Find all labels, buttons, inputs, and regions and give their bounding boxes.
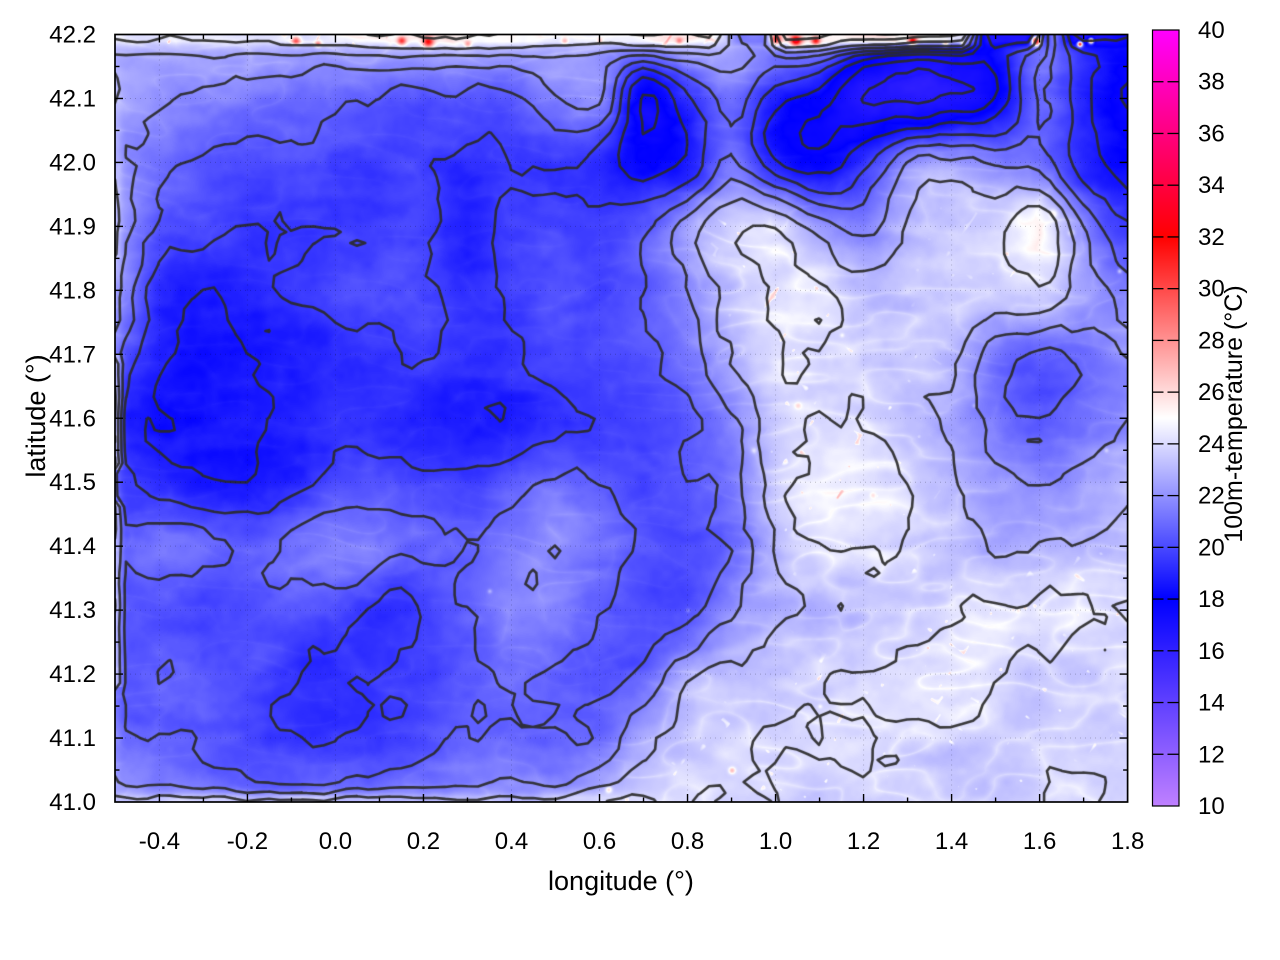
svg-text:34: 34 [1198, 172, 1225, 199]
svg-text:36: 36 [1198, 120, 1225, 147]
svg-text:latitude (°): latitude (°) [21, 354, 51, 477]
svg-text:12: 12 [1198, 741, 1225, 768]
svg-text:41.1: 41.1 [49, 725, 96, 752]
svg-text:20: 20 [1198, 534, 1225, 561]
svg-text:32: 32 [1198, 224, 1225, 251]
svg-text:10: 10 [1198, 793, 1225, 820]
svg-text:41.0: 41.0 [49, 789, 96, 816]
svg-text:24: 24 [1198, 431, 1225, 458]
svg-text:41.3: 41.3 [49, 597, 96, 624]
svg-text:26: 26 [1198, 379, 1225, 406]
svg-text:40: 40 [1198, 17, 1225, 44]
svg-text:30: 30 [1198, 276, 1225, 303]
svg-text:42.2: 42.2 [49, 22, 96, 49]
svg-text:1.8: 1.8 [1111, 828, 1144, 855]
svg-text:longitude (°): longitude (°) [548, 866, 694, 896]
svg-text:42.1: 42.1 [49, 85, 96, 112]
svg-text:41.5: 41.5 [49, 469, 96, 496]
svg-text:16: 16 [1198, 638, 1225, 665]
svg-text:22: 22 [1198, 483, 1225, 510]
svg-text:1.4: 1.4 [935, 828, 968, 855]
svg-text:1.0: 1.0 [759, 828, 792, 855]
svg-text:0.2: 0.2 [407, 828, 440, 855]
svg-text:28: 28 [1198, 327, 1225, 354]
svg-text:100m-temperature (°C): 100m-temperature (°C) [1220, 285, 1248, 542]
svg-text:41.8: 41.8 [49, 277, 96, 304]
svg-text:0.0: 0.0 [319, 828, 352, 855]
svg-text:41.6: 41.6 [49, 405, 96, 432]
svg-text:38: 38 [1198, 69, 1225, 96]
svg-text:0.8: 0.8 [671, 828, 704, 855]
svg-text:41.7: 41.7 [49, 341, 96, 368]
svg-text:1.2: 1.2 [847, 828, 880, 855]
svg-text:0.6: 0.6 [583, 828, 616, 855]
svg-text:41.9: 41.9 [49, 213, 96, 240]
svg-text:-0.4: -0.4 [139, 828, 180, 855]
svg-text:41.2: 41.2 [49, 661, 96, 688]
svg-text:1.6: 1.6 [1023, 828, 1056, 855]
svg-text:42.0: 42.0 [49, 149, 96, 176]
svg-text:18: 18 [1198, 586, 1225, 613]
svg-text:41.4: 41.4 [49, 533, 96, 560]
svg-text:-0.2: -0.2 [227, 828, 268, 855]
svg-text:14: 14 [1198, 690, 1225, 717]
svg-text:0.4: 0.4 [495, 828, 528, 855]
